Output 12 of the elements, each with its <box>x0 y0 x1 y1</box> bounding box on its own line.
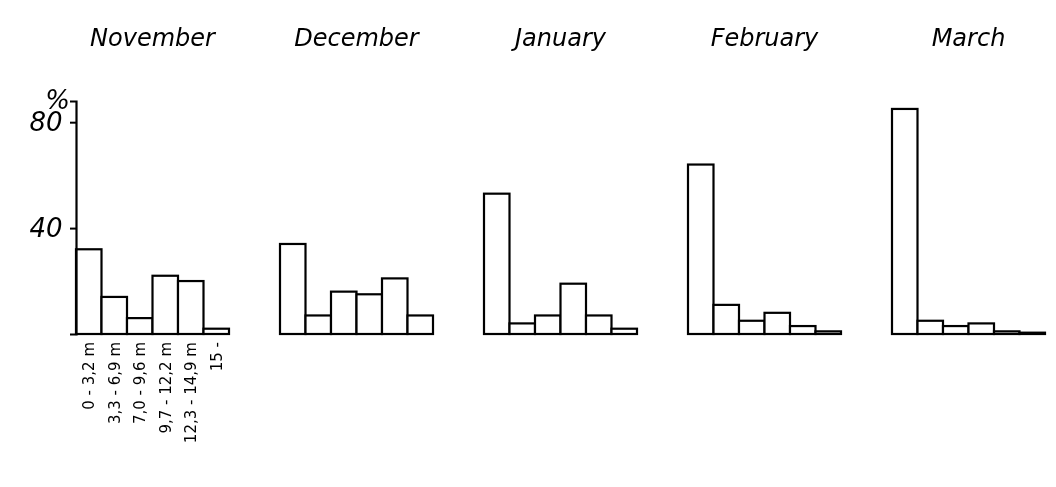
text: March <box>931 24 1006 52</box>
text: February <box>710 24 820 52</box>
text: November <box>90 24 218 52</box>
x-tick-label: 0 - 3,2 m <box>80 342 98 410</box>
text: January <box>511 24 607 52</box>
x-tick-label: 9,7 - 12,2 m <box>156 342 175 434</box>
x-tick-label: 15 - <box>207 342 226 372</box>
y-tick-label: 40 <box>29 212 63 243</box>
x-tick-label: 7,0 - 9,6 m <box>131 342 149 425</box>
x-tick-label: 3,3 - 6,9 m <box>105 342 124 425</box>
text: December <box>294 24 421 52</box>
x-tick-label: 12,3 - 14,9 m <box>182 342 200 444</box>
